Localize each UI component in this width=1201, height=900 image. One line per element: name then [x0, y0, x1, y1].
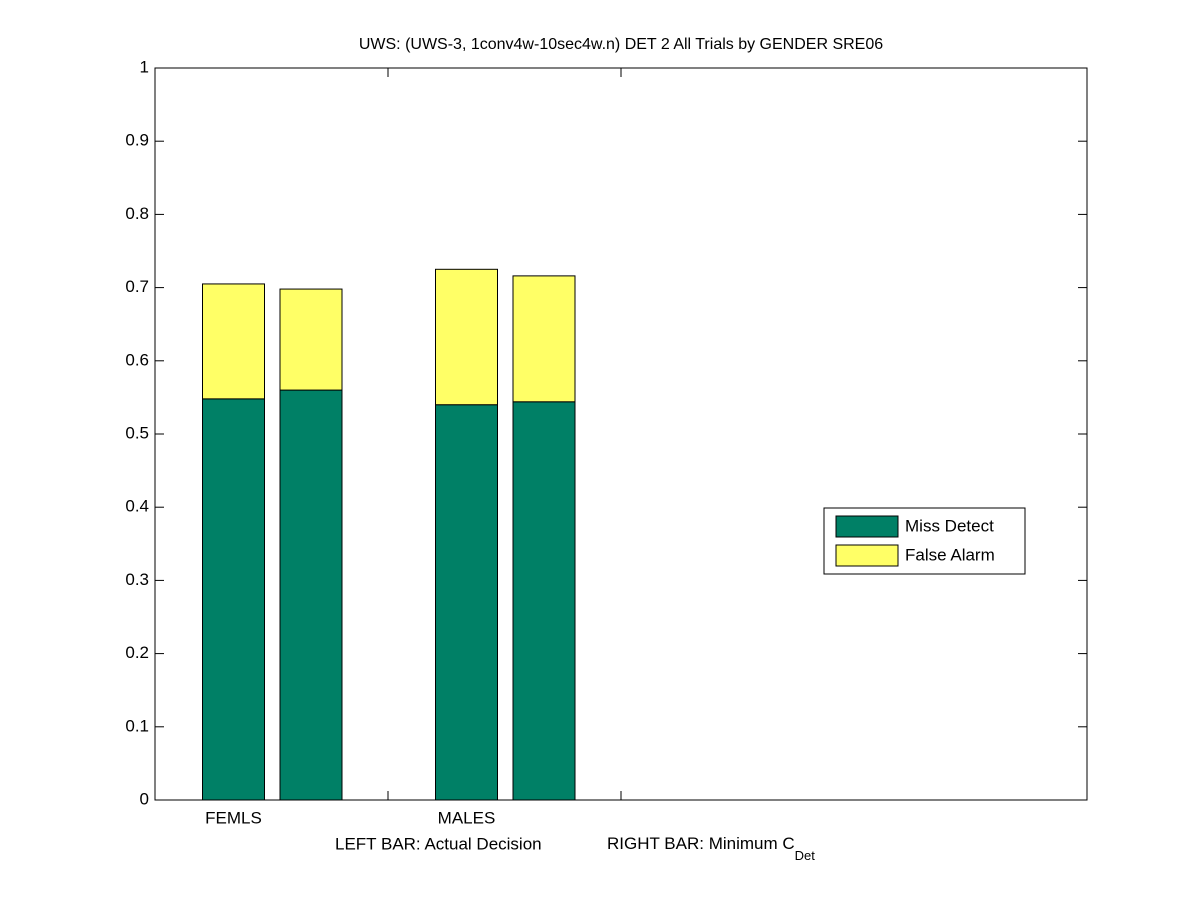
y-tick-label: 0.1 — [125, 716, 149, 735]
y-tick-label: 0.4 — [125, 497, 149, 516]
bar-segment — [279, 288, 343, 391]
x-tick-label: FEMLS — [205, 808, 262, 827]
y-tick-label: 0.6 — [125, 350, 149, 369]
legend-label: False Alarm — [905, 545, 995, 564]
bar-segment — [435, 404, 498, 801]
y-tick-label: 0.3 — [125, 570, 149, 589]
legend-swatch — [835, 515, 899, 538]
y-tick-label: 0.5 — [125, 423, 149, 442]
x-axis-label: LEFT BAR: Actual Decision — [335, 834, 542, 853]
legend-swatch — [835, 544, 899, 567]
bar-segment — [512, 275, 576, 403]
legend-label: Miss Detect — [905, 516, 994, 535]
y-tick-label: 0 — [140, 789, 149, 808]
chart-title: UWS: (UWS-3, 1conv4w-10sec4w.n) DET 2 Al… — [359, 36, 883, 53]
x-tick-label: MALES — [438, 808, 496, 827]
bar-segment — [202, 283, 265, 400]
x-ticks — [387, 68, 622, 800]
y-tick-label: 0.8 — [125, 204, 149, 223]
y-tick-label: 0.9 — [125, 131, 149, 150]
x-axis-label-right-main: RIGHT BAR: Minimum C — [607, 834, 795, 853]
bar-segment — [202, 398, 265, 801]
x-axis-label-subscript: Det — [795, 848, 816, 863]
bar-segment — [279, 389, 343, 801]
y-tick-label: 0.2 — [125, 643, 149, 662]
bar-segment — [512, 401, 576, 801]
x-axis-label-right: RIGHT BAR: Minimum CDet — [607, 834, 815, 863]
y-tick-label: 1 — [140, 57, 149, 76]
bar-segment — [435, 268, 498, 406]
y-tick-label: 0.7 — [125, 277, 149, 296]
